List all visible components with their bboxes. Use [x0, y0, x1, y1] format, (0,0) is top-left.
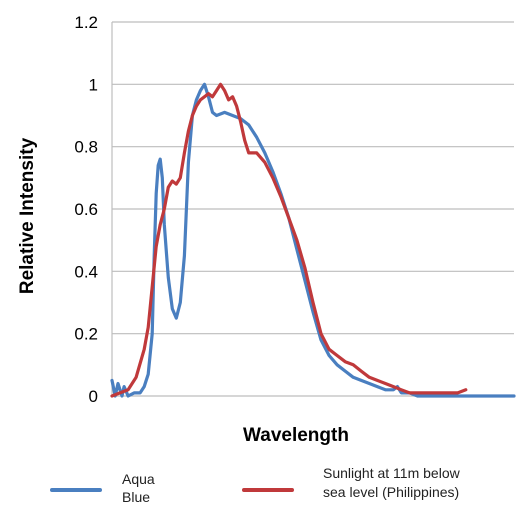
- y-tick-label: 0.4: [74, 262, 98, 281]
- series-line-1: [110, 82, 468, 398]
- x-axis-title: Wavelength: [243, 425, 349, 446]
- y-tick-label: 0.2: [74, 325, 98, 344]
- legend: Aqua Blue Sunlight at 11m below sea level (…: [50, 465, 461, 505]
- legend-label-1: Sunlight at 11m below: [323, 465, 461, 481]
- y-tick-label: 0: [89, 387, 98, 406]
- legend-label-1: sea level (Philippines): [323, 484, 459, 500]
- series-layer: [110, 82, 516, 398]
- y-tick-label: 0.8: [74, 138, 98, 157]
- y-tick-label: 0.6: [74, 200, 98, 219]
- legend-label-0: Blue: [122, 489, 150, 505]
- series-line-0: [110, 82, 516, 398]
- y-tick-label: 1: [89, 75, 98, 94]
- y-axis-title: Relative Intensity: [17, 137, 38, 294]
- legend-label-0: Aqua: [122, 471, 155, 487]
- y-tick-labels: 0 0.2 0.4 0.6 0.8 1 1.2: [74, 13, 98, 406]
- y-tick-label: 1.2: [74, 13, 98, 32]
- grid-lines: [112, 21, 514, 335]
